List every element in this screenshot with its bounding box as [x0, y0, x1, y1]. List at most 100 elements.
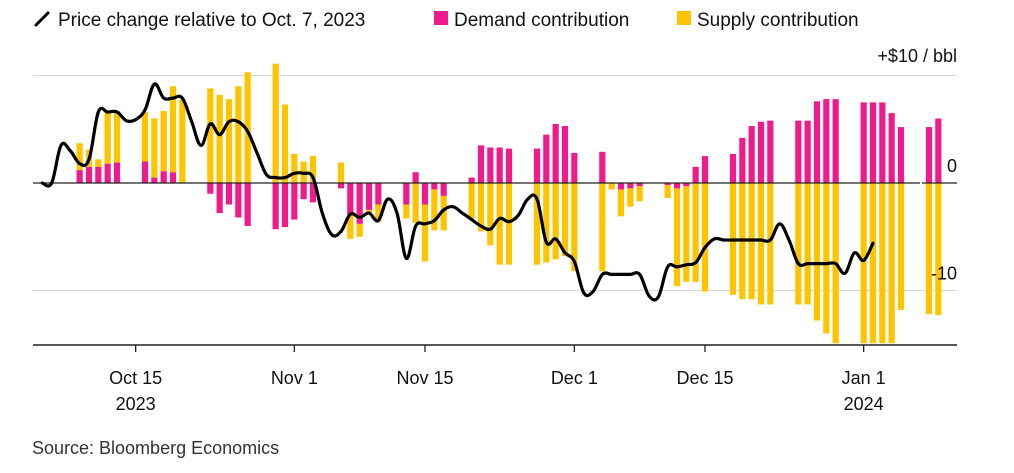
demand-bar — [95, 166, 102, 183]
legend: Price change relative to Oct. 7, 2023 De… — [34, 10, 859, 31]
demand-bar — [151, 177, 158, 183]
demand-bar — [571, 152, 578, 183]
demand-bar — [356, 183, 363, 224]
supply-bar — [505, 183, 513, 265]
supply-bar — [860, 183, 867, 344]
demand-bar — [309, 183, 317, 203]
supply-bar — [804, 183, 811, 305]
demand-bar — [757, 121, 765, 183]
demand-bar — [300, 183, 307, 200]
demand-bar — [879, 102, 886, 183]
supply-bar — [104, 112, 111, 164]
legend-line-swatch — [34, 11, 50, 27]
supply-bar — [412, 183, 419, 223]
demand-bar — [804, 120, 811, 183]
supply-bar — [431, 189, 438, 231]
demand-bar — [888, 113, 895, 183]
supply-bar — [440, 195, 447, 231]
legend-demand-label: Demand contribution — [454, 10, 629, 31]
supply-bar — [487, 183, 494, 246]
supply-bar — [169, 86, 177, 173]
demand-bar — [225, 183, 233, 205]
supply-bar — [76, 143, 83, 171]
supply-bar — [151, 118, 158, 178]
demand-bar — [141, 161, 149, 183]
demand-bar — [860, 102, 867, 183]
supply-bar — [477, 183, 485, 232]
supply-bar — [599, 183, 606, 272]
y-tick-label: 0 — [947, 156, 957, 176]
demand-bar — [505, 148, 513, 183]
supply-bar — [421, 204, 429, 262]
x-tick-year: 2024 — [844, 394, 884, 414]
demand-bar — [85, 166, 93, 183]
x-tick-label: Oct 15 — [109, 368, 162, 388]
demand-bar — [496, 147, 503, 183]
supply-bar — [925, 183, 933, 315]
demand-bar — [440, 183, 447, 196]
supply-bar — [95, 159, 102, 167]
demand-bar — [431, 183, 438, 190]
supply-bar — [608, 183, 615, 190]
supply-bar — [533, 183, 541, 265]
supply-bar — [309, 156, 317, 183]
source-note: Source: Bloomberg Economics — [32, 438, 279, 458]
demand-bar — [104, 163, 111, 183]
demand-bar — [795, 120, 802, 183]
legend-line-label: Price change relative to Oct. 7, 2023 — [58, 10, 365, 31]
supply-bar — [617, 189, 625, 217]
supply-bar — [403, 204, 410, 219]
supply-bar — [897, 183, 905, 310]
supply-bar — [291, 153, 298, 183]
supply-bar — [935, 183, 942, 316]
demand-bar — [729, 153, 737, 183]
demand-bar — [375, 183, 382, 205]
demand-bar — [477, 145, 485, 183]
supply-bar — [496, 183, 503, 265]
demand-bar — [347, 183, 354, 216]
demand-bar — [216, 183, 223, 214]
supply-bar — [692, 183, 699, 282]
x-tick-year: 2023 — [116, 394, 156, 414]
demand-bar — [813, 101, 821, 183]
bars — [76, 63, 942, 344]
demand-bar — [272, 183, 279, 230]
demand-bar — [403, 183, 410, 205]
demand-bar — [683, 183, 690, 187]
x-tick-label: Nov 1 — [271, 368, 318, 388]
demand-bar — [113, 162, 121, 183]
supply-bar — [113, 110, 121, 163]
demand-bar — [291, 183, 298, 220]
demand-bar — [244, 183, 251, 226]
supply-bar — [179, 99, 186, 183]
demand-bar — [832, 99, 839, 183]
demand-bar — [935, 118, 942, 183]
supply-bar — [468, 183, 475, 219]
supply-bar — [888, 183, 895, 344]
supply-bar — [235, 86, 242, 183]
demand-bar — [692, 166, 699, 183]
supply-bar — [375, 204, 382, 222]
supply-bar — [664, 185, 671, 199]
supply-bar — [356, 223, 363, 237]
demand-bar — [636, 183, 643, 187]
demand-bar — [617, 183, 625, 190]
supply-bar — [813, 183, 821, 321]
x-tick-label: Jan 1 — [842, 368, 886, 388]
supply-bar — [823, 183, 830, 334]
demand-bar — [207, 183, 214, 194]
legend-supply-swatch — [677, 11, 691, 25]
demand-bar — [627, 183, 634, 189]
supply-bar — [673, 188, 681, 287]
supply-bar — [701, 183, 709, 292]
supply-bar — [636, 186, 643, 202]
legend-demand-swatch — [434, 11, 448, 25]
supply-bar — [879, 183, 886, 344]
supply-bar — [571, 183, 578, 272]
demand-bar — [673, 183, 681, 189]
demand-bar — [748, 126, 755, 183]
supply-bar — [757, 183, 765, 305]
supply-bar — [552, 183, 559, 260]
demand-bar — [160, 171, 167, 183]
supply-bar — [347, 215, 354, 239]
